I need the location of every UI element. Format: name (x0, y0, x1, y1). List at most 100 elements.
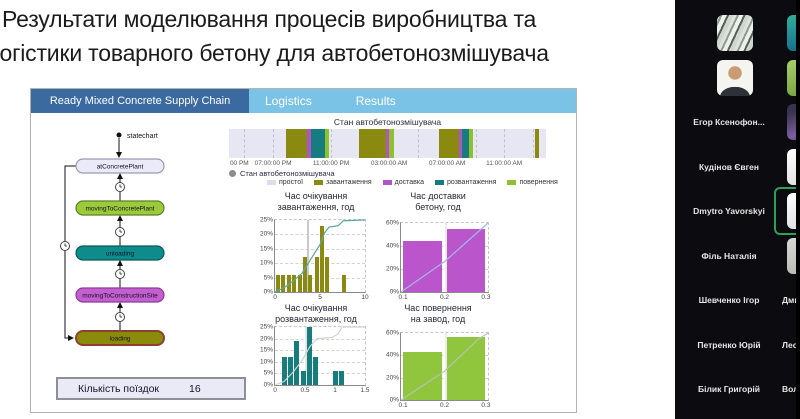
histogram-bar (446, 337, 486, 400)
x-tick-label: 5 (318, 294, 322, 301)
slide-title-line1: Результати моделювання процесів виробниц… (2, 6, 537, 32)
window-header: Ready Mixed Concrete Supply Chain Logist… (31, 89, 576, 113)
tab-logistics[interactable]: Logistics (265, 94, 312, 108)
gantt-gridline (475, 129, 477, 158)
histogram-bar (302, 257, 307, 292)
svg-text:movingToConstructionSite: movingToConstructionSite (82, 293, 158, 300)
y-tick-label: 25% (259, 216, 273, 224)
cdf-line (275, 220, 365, 292)
participant-row: Dmytro Yavorskyi (675, 187, 800, 235)
x-tick-label: 0 (273, 387, 277, 394)
gantt-segment-return (389, 129, 395, 158)
participant-row: Кудінов Євген (675, 145, 800, 189)
y-gridline (275, 350, 365, 352)
slide-title: Результати моделювання процесів виробниц… (0, 6, 686, 67)
participant-tile[interactable] (717, 15, 753, 51)
gantt-segment-unload (311, 129, 326, 158)
gantt-segment-unload (461, 129, 469, 158)
legend-swatch (435, 180, 444, 185)
gantt-legend: простої завантаження доставка розвантаження… (267, 179, 558, 186)
gantt-time-label: 11:00:00 PM (312, 160, 350, 167)
x-tick-label: 10 (361, 294, 369, 301)
participant-name[interactable]: Кудінов Євген (698, 161, 760, 172)
histogram-loading-wait: 25% 20% 15% 10% 5% 0% 0 5 10 (260, 217, 369, 302)
gantt-time-label: 07:00:00 AM (428, 160, 466, 167)
y-tick-label: 0% (263, 288, 273, 296)
x-tick-label: 0.1 (398, 294, 408, 301)
participant-name[interactable]: Дми (782, 295, 800, 305)
simulation-window: Ready Mixed Concrete Supply Chain Logist… (30, 88, 577, 413)
gantt-gridline (273, 129, 275, 158)
x-tick-label: 0.3 (481, 402, 491, 409)
svg-text:statechart: statechart (127, 133, 158, 140)
histogram-bar (292, 274, 297, 292)
histogram-bar (320, 225, 325, 292)
state-movingToConstructionSite (75, 287, 165, 303)
y-tick-label: 10% (259, 358, 273, 366)
legend-swatch (507, 180, 517, 185)
participant-name[interactable]: Петренко Юрій (697, 339, 761, 350)
legend-item-розвантаження: розвантаження (435, 179, 496, 186)
histogram-bar (275, 274, 280, 292)
x-tick-label: 0 (273, 294, 277, 301)
y-tick-label: 20% (259, 335, 273, 343)
chart-title-loading-wait: Час очікування завантаження, год (277, 191, 355, 212)
legend-label: повернення (519, 179, 558, 186)
cdf-line (275, 327, 365, 385)
y-tick-label: 40% (385, 242, 399, 250)
participant-name[interactable]: Лео (782, 339, 798, 350)
gantt-time-label: 03:00:00 AM (370, 160, 408, 167)
x-tick-label: 1 (333, 387, 337, 394)
y-tick-label: 20% (259, 230, 273, 238)
svg-text:atConcretePlant: atConcretePlant (97, 164, 144, 171)
gantt-segment-return (468, 129, 474, 158)
gantt-legend-title-text: Стан автобетонозмішувача (240, 169, 335, 178)
tab-results[interactable]: Results (355, 94, 396, 108)
gantt-strip (229, 129, 546, 158)
y-gridline (275, 373, 365, 375)
legend-label: доставка (394, 179, 424, 186)
x-tick-label: 0.2 (439, 402, 450, 409)
participant-name[interactable]: Вол (782, 384, 799, 394)
state-movingToConcretePlant (75, 200, 165, 216)
y-tick-label: 15% (259, 346, 273, 354)
x-tick-label: 1.5 (360, 387, 370, 394)
gantt-gridline (533, 129, 535, 158)
histogram-bar (314, 257, 319, 292)
histogram-return-time: 60% 40% 20% 0% 0.1 0.2 0.3 (386, 330, 490, 410)
participant-name[interactable]: Егор Ксенофон... (693, 117, 765, 127)
gantt-title: Стан автобетонозмішувача (333, 117, 442, 127)
legend-swatch (314, 180, 324, 185)
y-tick-label: 60% (385, 329, 399, 337)
y-tick-label: 60% (385, 219, 399, 227)
participant-name[interactable]: Dmytro Yavorskyi (693, 206, 765, 216)
histogram-bar (339, 371, 345, 385)
window-title-tab[interactable]: Ready Mixed Concrete Supply Chain (31, 89, 249, 113)
legend-item-доставка: доставка (382, 179, 424, 186)
participant-name[interactable]: Шевченко Ігор (698, 295, 760, 305)
legend-swatch (267, 180, 276, 185)
gantt-gridline (331, 129, 333, 158)
y-tick-label: 5% (263, 369, 273, 377)
histogram-bar (297, 274, 302, 292)
participant-row (675, 56, 800, 100)
legend-label: розвантаження (447, 179, 497, 186)
cdf-line (401, 333, 488, 400)
participant-name[interactable]: Білик Григорій (697, 384, 761, 394)
participant-name[interactable]: Філь Наталія (701, 250, 757, 261)
participant-tile[interactable] (717, 59, 753, 96)
legend-item-простої: простої (267, 179, 303, 186)
histogram-unloading-wait: 25% 20% 15% 10% 5% 0% 0 0.5 1 1.5 (260, 324, 370, 395)
svg-text:unloading: unloading (106, 251, 135, 258)
y-tick-label: 0% (389, 396, 399, 404)
gantt-time-axis: 00 PM 07:00:00 PM 11:00:00 PM 03:00:00 AM 07… (229, 160, 546, 168)
legend-item-завантаження: завантаження (314, 179, 372, 186)
active-speaker-ring (774, 187, 800, 235)
mean-marker-line (444, 223, 447, 292)
y-tick-label: 5% (263, 274, 273, 282)
gantt-segment-return (325, 129, 330, 158)
gantt-time-label: 00 PM (229, 160, 249, 167)
cdf-line (401, 223, 488, 292)
histogram-bar (306, 327, 312, 385)
legend-swatch (382, 180, 392, 185)
